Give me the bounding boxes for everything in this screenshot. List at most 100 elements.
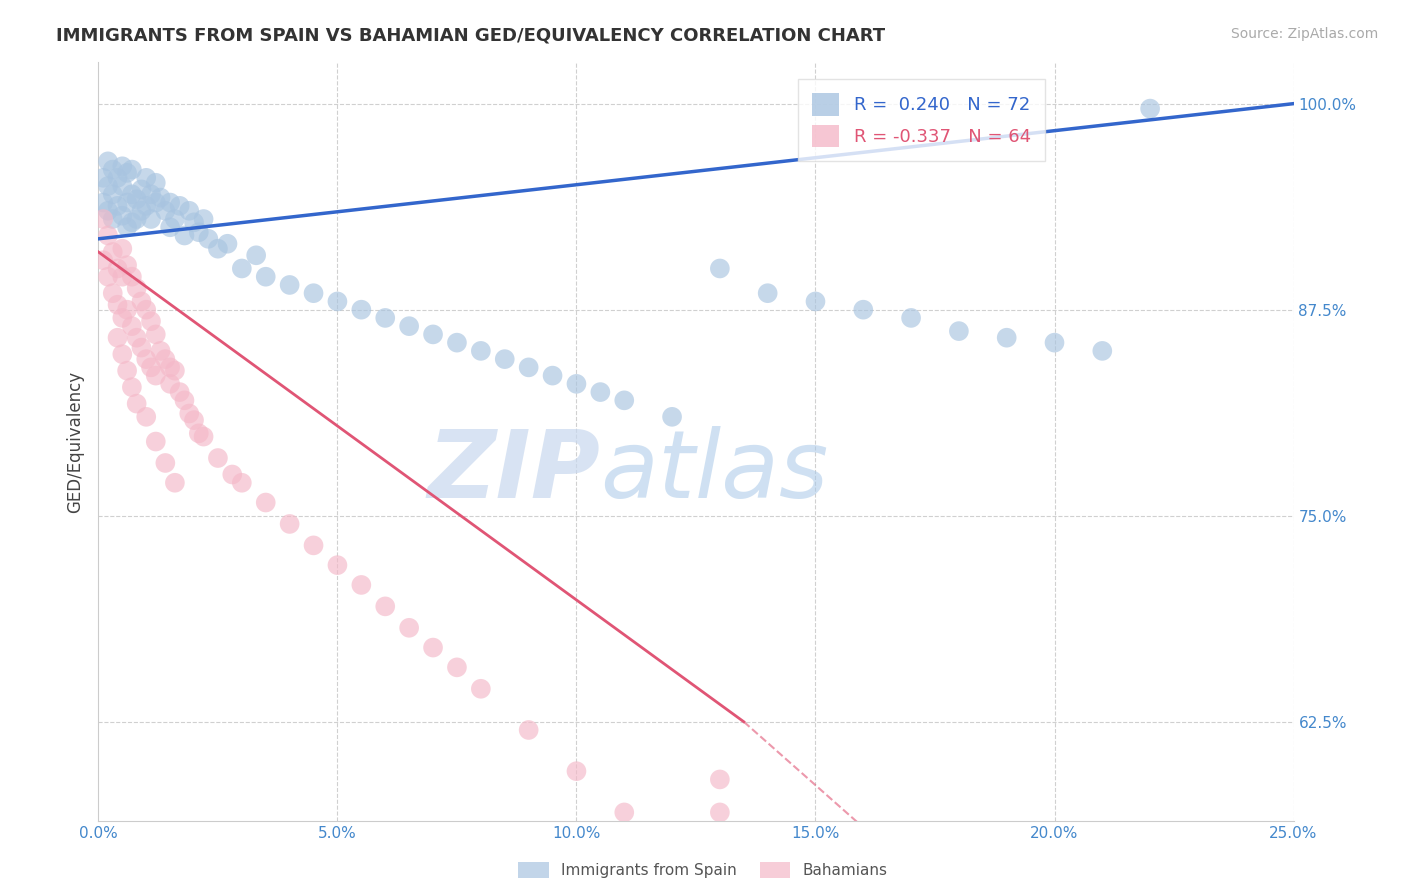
Point bbox=[326, 558, 349, 573]
Point bbox=[145, 176, 167, 190]
Point bbox=[187, 426, 209, 441]
Point bbox=[422, 640, 444, 655]
Point bbox=[121, 187, 143, 202]
Point bbox=[374, 310, 396, 325]
Point bbox=[149, 191, 172, 205]
Point bbox=[101, 212, 124, 227]
Point bbox=[661, 409, 683, 424]
Point bbox=[1043, 335, 1066, 350]
Point bbox=[179, 407, 201, 421]
Point bbox=[145, 368, 167, 383]
Point bbox=[115, 195, 138, 210]
Point bbox=[139, 360, 162, 375]
Legend: Immigrants from Spain, Bahamians: Immigrants from Spain, Bahamians bbox=[512, 856, 894, 884]
Point bbox=[101, 244, 124, 259]
Point bbox=[254, 495, 277, 509]
Point bbox=[111, 159, 134, 173]
Point bbox=[121, 380, 143, 394]
Point bbox=[350, 302, 373, 317]
Point bbox=[613, 805, 636, 820]
Point bbox=[145, 195, 167, 210]
Point bbox=[173, 393, 195, 408]
Point bbox=[517, 723, 540, 737]
Point bbox=[131, 203, 153, 218]
Point bbox=[121, 319, 143, 334]
Point bbox=[193, 212, 215, 227]
Point bbox=[107, 331, 129, 345]
Point bbox=[446, 660, 468, 674]
Text: Source: ZipAtlas.com: Source: ZipAtlas.com bbox=[1230, 27, 1378, 41]
Point bbox=[121, 162, 143, 177]
Point bbox=[245, 248, 267, 262]
Point bbox=[135, 409, 157, 424]
Point bbox=[350, 578, 373, 592]
Point bbox=[278, 516, 301, 531]
Point bbox=[111, 242, 134, 256]
Point bbox=[135, 302, 157, 317]
Point bbox=[155, 456, 177, 470]
Point bbox=[91, 195, 114, 210]
Point bbox=[145, 327, 167, 342]
Point bbox=[398, 319, 420, 334]
Point bbox=[169, 199, 191, 213]
Point bbox=[470, 681, 492, 696]
Point bbox=[852, 302, 875, 317]
Point bbox=[207, 242, 229, 256]
Text: ZIP: ZIP bbox=[427, 425, 600, 518]
Point bbox=[131, 341, 153, 355]
Point bbox=[107, 298, 129, 312]
Point bbox=[101, 162, 124, 177]
Point bbox=[756, 286, 779, 301]
Point bbox=[155, 203, 177, 218]
Point bbox=[111, 209, 134, 223]
Point bbox=[115, 302, 138, 317]
Point bbox=[115, 166, 138, 180]
Point bbox=[709, 261, 731, 276]
Point bbox=[91, 170, 114, 185]
Point bbox=[197, 232, 219, 246]
Point bbox=[541, 368, 564, 383]
Point bbox=[422, 327, 444, 342]
Point bbox=[995, 331, 1018, 345]
Point bbox=[1139, 102, 1161, 116]
Point bbox=[565, 376, 588, 391]
Point bbox=[709, 805, 731, 820]
Point bbox=[254, 269, 277, 284]
Point bbox=[179, 203, 201, 218]
Point bbox=[91, 253, 114, 268]
Point bbox=[183, 215, 205, 229]
Point bbox=[131, 294, 153, 309]
Point bbox=[135, 199, 157, 213]
Point bbox=[207, 450, 229, 465]
Point bbox=[115, 220, 138, 235]
Point bbox=[149, 343, 172, 358]
Point bbox=[217, 236, 239, 251]
Point bbox=[159, 220, 181, 235]
Point bbox=[125, 281, 148, 295]
Point bbox=[135, 352, 157, 367]
Point bbox=[97, 154, 120, 169]
Point bbox=[231, 475, 253, 490]
Point bbox=[107, 199, 129, 213]
Point bbox=[709, 772, 731, 787]
Point bbox=[661, 841, 683, 855]
Point bbox=[115, 364, 138, 378]
Point bbox=[155, 352, 177, 367]
Point bbox=[517, 360, 540, 375]
Point bbox=[139, 314, 162, 328]
Point bbox=[163, 475, 186, 490]
Point bbox=[278, 277, 301, 292]
Point bbox=[121, 215, 143, 229]
Point bbox=[107, 170, 129, 185]
Legend: R =  0.240   N = 72, R = -0.337   N = 64: R = 0.240 N = 72, R = -0.337 N = 64 bbox=[799, 79, 1046, 161]
Point bbox=[613, 393, 636, 408]
Point bbox=[565, 764, 588, 779]
Y-axis label: GED/Equivalency: GED/Equivalency bbox=[66, 370, 84, 513]
Point bbox=[163, 212, 186, 227]
Point bbox=[145, 434, 167, 449]
Point bbox=[125, 331, 148, 345]
Point bbox=[948, 324, 970, 338]
Text: atlas: atlas bbox=[600, 426, 828, 517]
Point bbox=[589, 385, 612, 400]
Point bbox=[183, 413, 205, 427]
